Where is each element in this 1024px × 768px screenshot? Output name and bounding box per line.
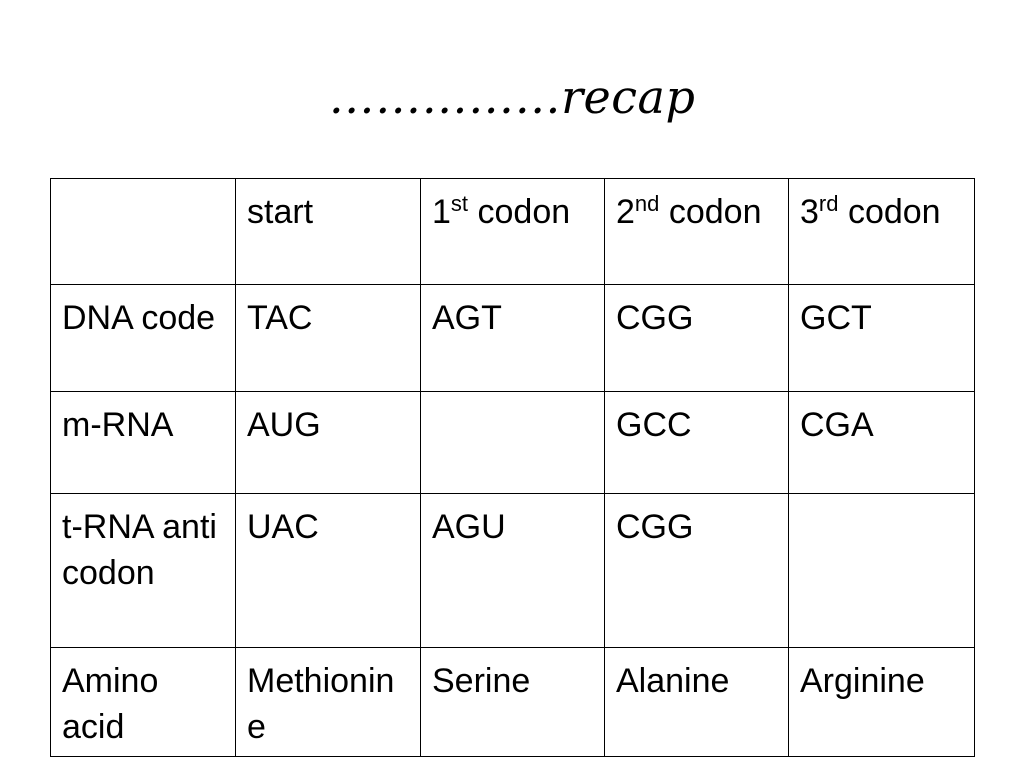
header-codon-3-word: codon	[847, 193, 941, 231]
header-codon-1-word: codon	[477, 193, 571, 231]
row-label-t-rna-anticodon: t-RNA anticodon	[50, 493, 236, 648]
header-codon-2-suffix: nd	[634, 191, 660, 216]
table-row-m-rna: m-RNA AUG GCC CGA	[50, 391, 975, 494]
cell-amino-start: Methionine	[235, 647, 421, 757]
header-codon-2: 2nd codon	[604, 178, 789, 285]
cell-mrna-codon-2: GCC	[604, 391, 789, 494]
cell-dna-codon-2: CGG	[604, 284, 789, 392]
header-start: start	[235, 178, 421, 285]
recap-table: start 1st codon 2nd codon 3rd codon DNA …	[50, 178, 975, 757]
header-codon-2-number: 2	[616, 193, 635, 231]
header-codon-3-number: 3	[800, 193, 819, 231]
cell-mrna-start: AUG	[235, 391, 421, 494]
cell-dna-start: TAC	[235, 284, 421, 392]
table-row-dna-code: DNA code TAC AGT CGG GCT	[50, 284, 975, 392]
header-codon-1: 1st codon	[420, 178, 605, 285]
cell-trna-codon-3	[788, 493, 975, 648]
table-row-t-rna-anticodon: t-RNA anticodon UAC AGU CGG	[50, 493, 975, 648]
header-codon-2-word: codon	[668, 193, 762, 231]
row-label-dna-code: DNA code	[50, 284, 236, 392]
cell-amino-codon-3: Arginine	[788, 647, 975, 757]
slide-title: ……………recap	[328, 70, 696, 124]
header-codon-3: 3rd codon	[788, 178, 975, 285]
cell-trna-start: UAC	[235, 493, 421, 648]
row-label-m-rna: m-RNA	[50, 391, 236, 494]
cell-dna-codon-3: GCT	[788, 284, 975, 392]
header-codon-3-suffix: rd	[818, 191, 839, 216]
corner-cell	[50, 178, 236, 285]
table-header-row: start 1st codon 2nd codon 3rd codon	[50, 178, 975, 285]
header-codon-1-suffix: st	[450, 191, 469, 216]
row-label-amino-acid: Amino acid	[50, 647, 236, 757]
header-codon-1-number: 1	[432, 193, 451, 231]
cell-amino-codon-1: Serine	[420, 647, 605, 757]
cell-dna-codon-1: AGT	[420, 284, 605, 392]
cell-mrna-codon-3: CGA	[788, 391, 975, 494]
cell-trna-codon-2: CGG	[604, 493, 789, 648]
table-row-amino-acid: Amino acid Methionine Serine Alanine Arg…	[50, 647, 975, 757]
cell-mrna-codon-1	[420, 391, 605, 494]
cell-amino-codon-2: Alanine	[604, 647, 789, 757]
cell-trna-codon-1: AGU	[420, 493, 605, 648]
